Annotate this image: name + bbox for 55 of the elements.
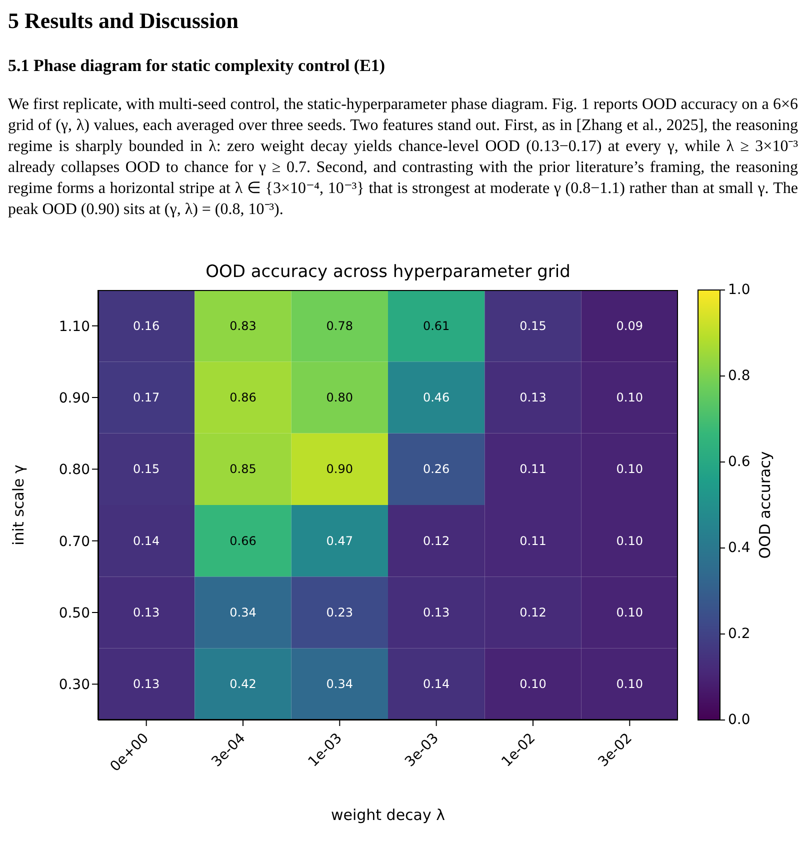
data-label: 0.34 — [326, 677, 354, 692]
data-label: 0.86 — [230, 390, 256, 404]
data-label: 0.13 — [132, 677, 160, 692]
color-bar-label: 0.8 — [728, 368, 750, 384]
data-label: 0.13 — [132, 606, 160, 620]
color-bar-label: 0.6 — [728, 454, 750, 470]
data-label: 0.47 — [326, 534, 354, 548]
data-label: 0.09 — [616, 318, 644, 333]
data-label: 0.12 — [422, 534, 450, 548]
data-label: 0.10 — [520, 677, 546, 692]
data-label: 0.10 — [616, 534, 644, 548]
y-tick-label: 0.80 — [58, 462, 90, 478]
data-label: 0.12 — [520, 606, 546, 620]
data-label: 0.26 — [422, 462, 450, 476]
y-tick-label: 1.10 — [58, 318, 90, 335]
data-label: 0.10 — [616, 390, 644, 404]
text: We first replicate, with multi-seed control, the static-hyperparameter phase diagram. Fig. 1 reports OOD accuracy on a 6×6 grid of (γ, λ) values, each averaged over three seeds. Two features stand out. First, as in [Zhang et al., 2025], the reasoning regime is sharply bounded in λ: zero weight decay yields chance-level OOD (0.13−0.17) at every γ, while λ ≥ 3×10⁻³ already collapses OOD to chance for γ ≥ 0.7. Second, and contrasting with the prior literature’s framing, the reasoning regime forms a horizontal stripe at λ ∈ {3×10⁻⁴, 10⁻³} that is strongest at moderate γ (0.8−1.1) rather than at small γ. The peak OOD (0.90) sits at (γ, λ) = (0.8, 10⁻³). — [8, 95, 798, 220]
data-label: 0.66 — [230, 534, 256, 548]
data-label: 0.61 — [422, 318, 450, 333]
data-label: 0.14 — [132, 534, 160, 548]
x-axis-title: weight decay λ — [330, 806, 446, 824]
data-label: 0.78 — [326, 318, 354, 333]
data-label: 0.14 — [422, 677, 450, 692]
y-tick-label: 0.50 — [58, 605, 90, 622]
data-label: 0.17 — [132, 390, 160, 404]
data-label: 0.10 — [616, 606, 644, 620]
y-tick-label: 0.30 — [58, 677, 90, 694]
data-label: 0.46 — [422, 390, 450, 404]
data-label: 0.83 — [230, 318, 256, 333]
color-bar-label: 0.2 — [728, 626, 750, 642]
data-label: 0.80 — [326, 390, 354, 404]
data-label: 0.15 — [520, 318, 546, 333]
color-bar-label: 0.4 — [728, 540, 750, 556]
data-label: 0.34 — [230, 606, 256, 620]
data-label: 0.90 — [326, 462, 354, 476]
data-label: 0.10 — [616, 677, 644, 692]
color-bar-label: 1.0 — [728, 282, 750, 298]
data-label: 0.11 — [520, 534, 546, 548]
data-label: 0.23 — [326, 606, 354, 620]
data-label: 0.11 — [520, 462, 546, 476]
data-label: 0.10 — [616, 462, 644, 476]
text: 5.1 Phase diagram for static complexity control (E1) — [8, 56, 386, 76]
text: 5 Results and Discussion — [8, 8, 240, 34]
color-bar-title: OOD accuracy — [756, 451, 774, 559]
data-label: 0.16 — [132, 318, 160, 333]
chart-title: OOD accuracy across hyperparameter grid — [204, 262, 572, 282]
y-tick-label: 0.70 — [58, 534, 90, 550]
color-bar-label: 0.0 — [728, 712, 750, 728]
data-label: 0.15 — [132, 462, 160, 476]
data-label: 0.13 — [422, 606, 450, 620]
data-label: 0.13 — [520, 390, 546, 404]
data-label: 0.85 — [230, 462, 256, 476]
data-label: 0.42 — [230, 677, 256, 692]
y-axis-title: init scale γ — [9, 464, 28, 546]
y-tick-label: 0.90 — [58, 390, 90, 406]
